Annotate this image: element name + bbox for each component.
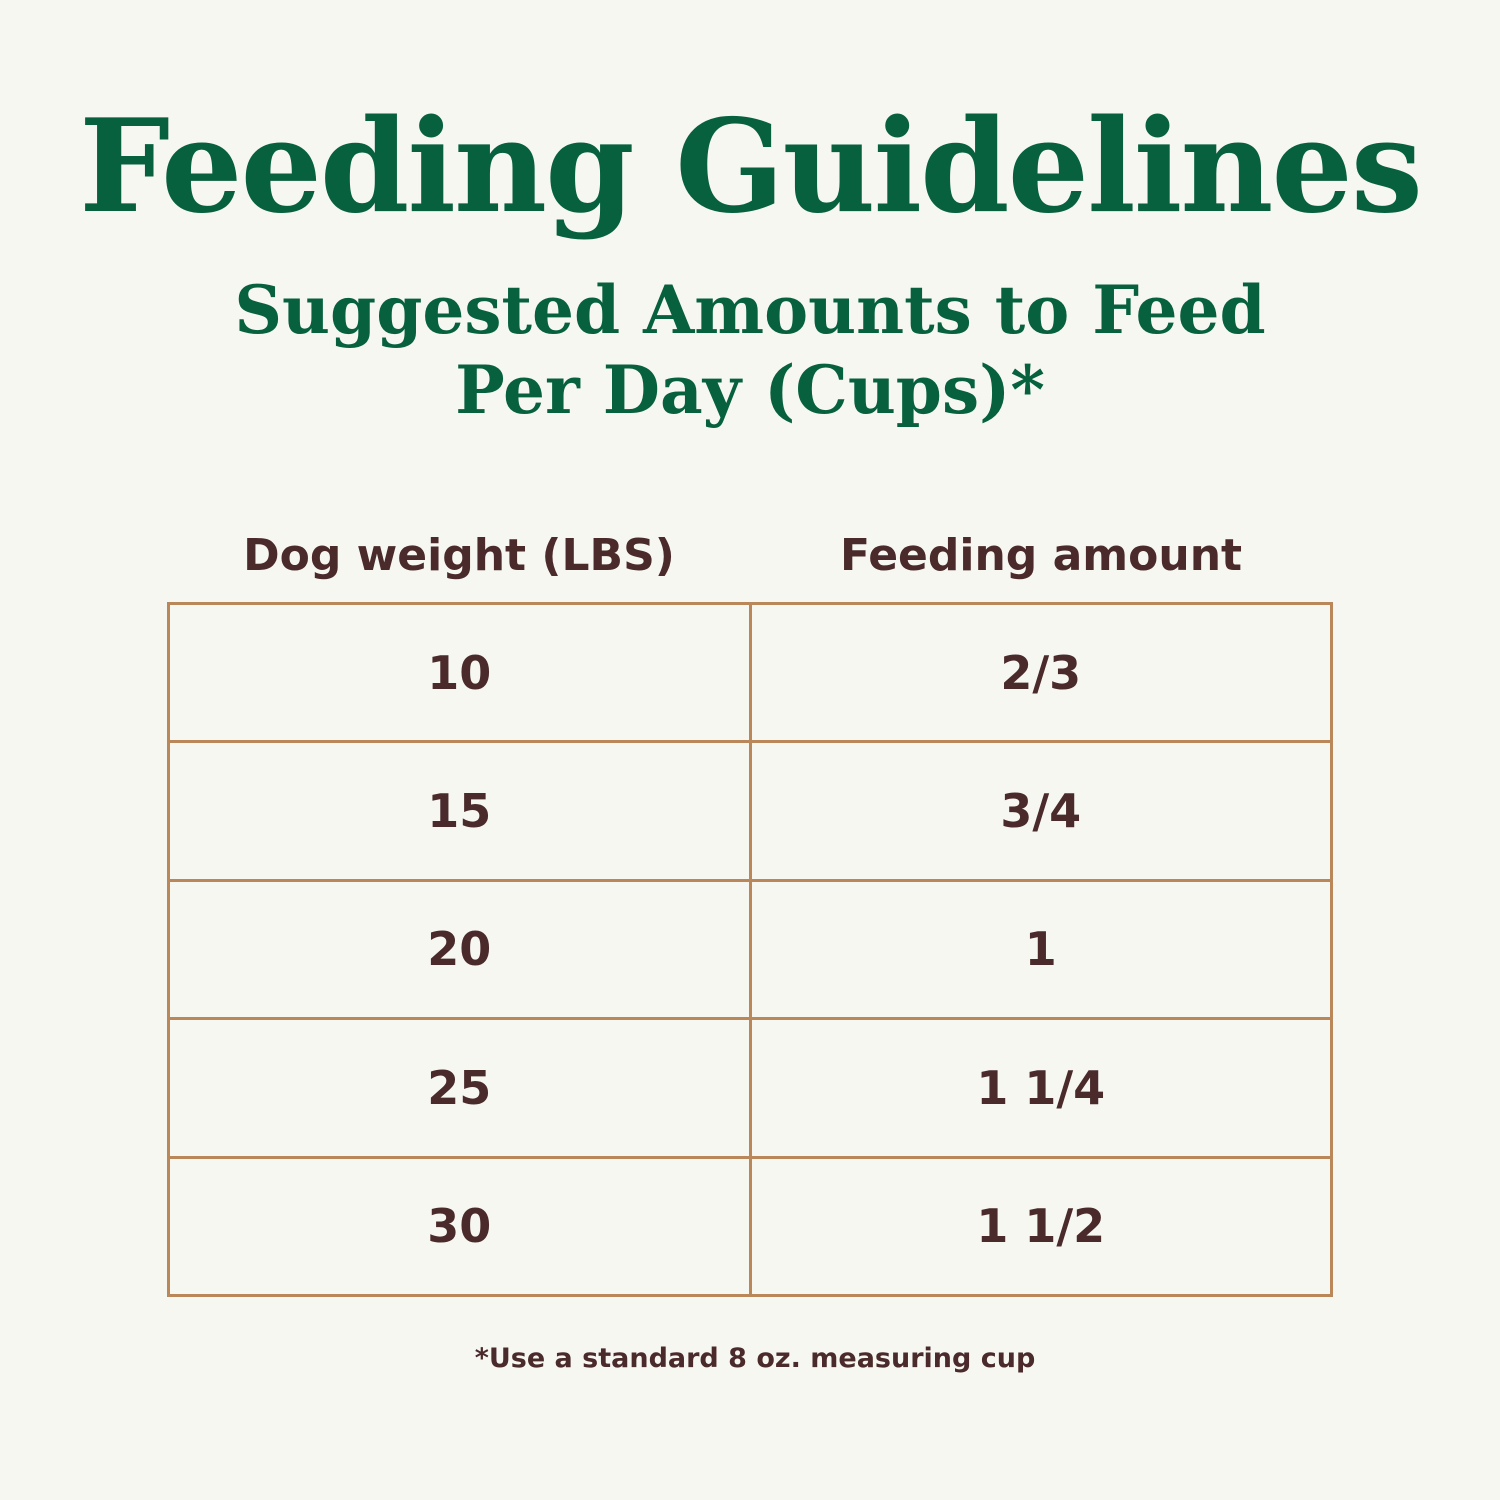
- table-cell: 15: [167, 740, 752, 882]
- table-cell: 10: [167, 601, 752, 744]
- title: Feeding Guidelines: [79, 92, 1423, 242]
- table-row: 25 1 1/4: [167, 1017, 1333, 1159]
- table-row: 20 1: [167, 878, 1333, 1021]
- table-header: Dog weight (LBS) Feeding amount: [168, 530, 1332, 581]
- subtitle: Suggested Amounts to Feed Per Day (Cups)…: [0, 270, 1500, 430]
- table-row: 30 1 1/2: [167, 1155, 1333, 1298]
- table-row: 15 3/4: [167, 740, 1333, 882]
- table-cell: 25: [167, 1017, 752, 1159]
- table-cell: 30: [167, 1155, 752, 1298]
- feeding-table: 10 2/3 15 3/4 20 1 25 1 1/4 30 1 1/2: [167, 601, 1333, 1298]
- table-cell: 20: [167, 878, 752, 1021]
- table-cell: 1: [748, 878, 1333, 1021]
- table-cell: 2/3: [748, 601, 1333, 744]
- table-cell: 1 1/2: [748, 1155, 1333, 1298]
- subtitle-line: Suggested Amounts to Feed: [234, 271, 1266, 349]
- table-row: 10 2/3: [167, 601, 1333, 744]
- column-header: Dog weight (LBS): [243, 530, 675, 581]
- table-cell: 3/4: [748, 740, 1333, 882]
- subtitle-line: Per Day (Cups)*: [455, 351, 1045, 429]
- table-cell: 1 1/4: [748, 1017, 1333, 1159]
- footnote: *Use a standard 8 oz. measuring cup: [474, 1343, 1036, 1374]
- column-header: Feeding amount: [839, 530, 1243, 581]
